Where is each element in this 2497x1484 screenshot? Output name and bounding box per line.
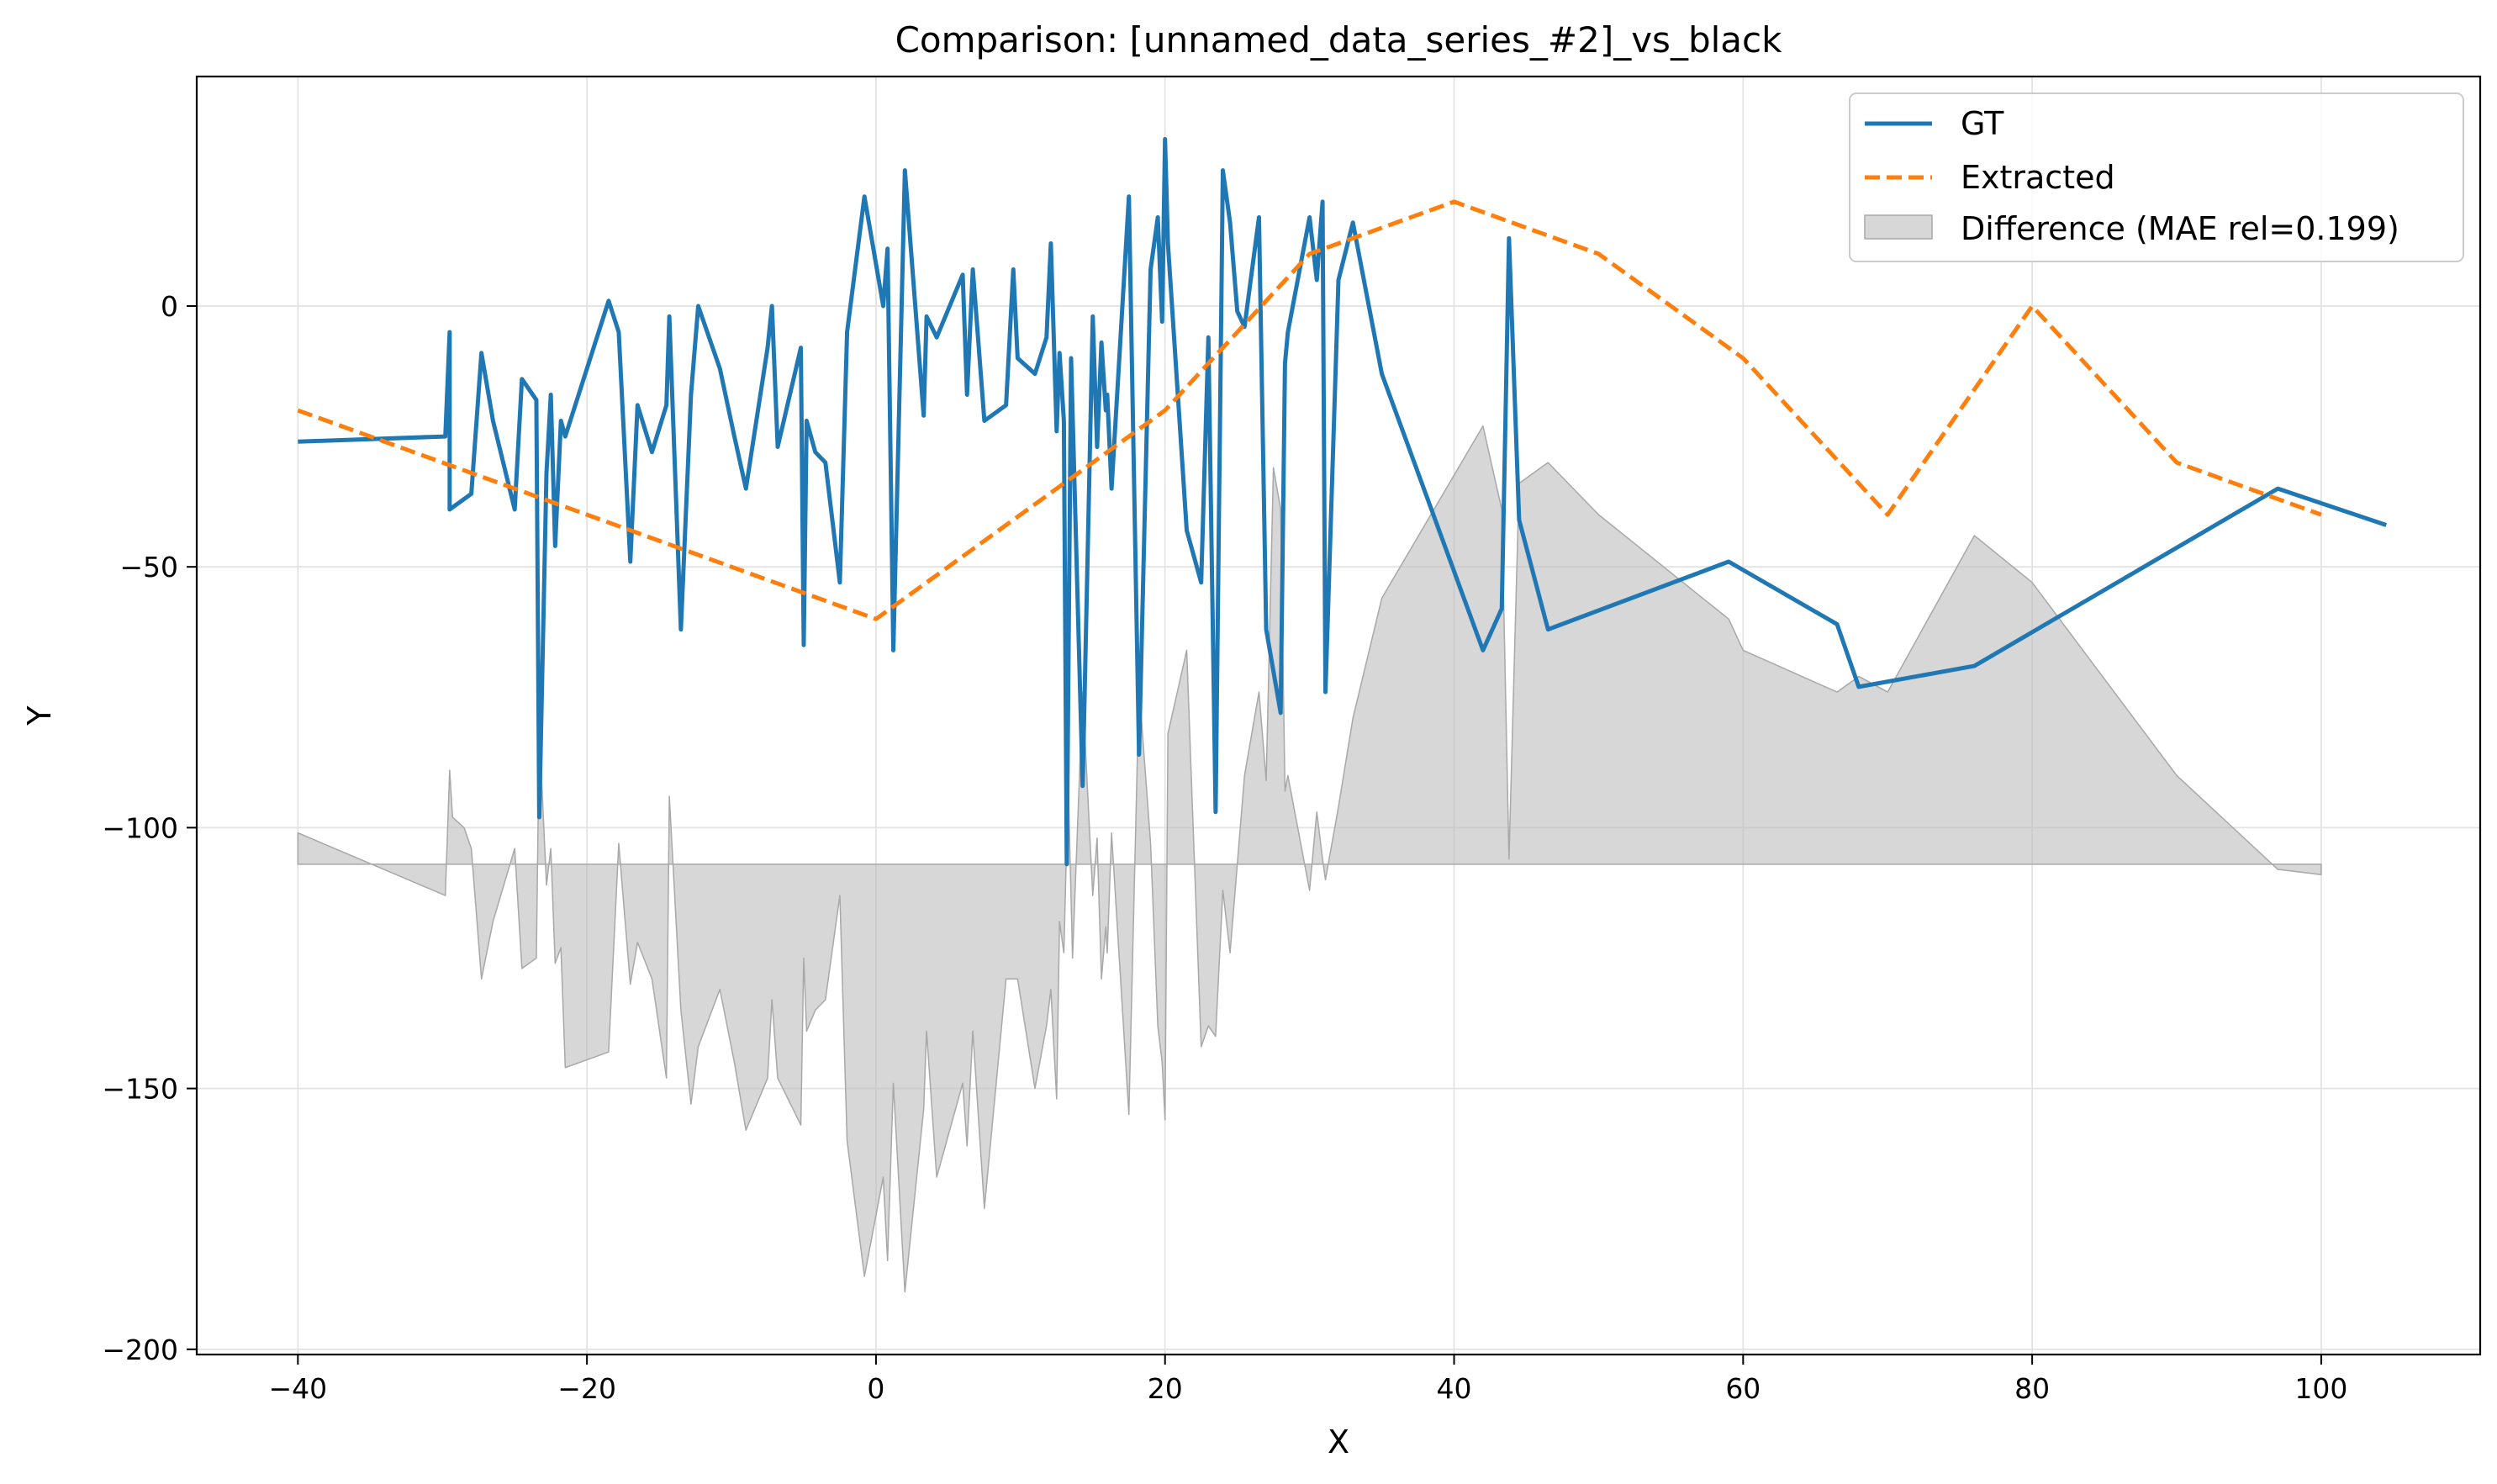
difference-fill	[297, 425, 2322, 1293]
x-tick-label: −40	[269, 1372, 328, 1405]
y-tick-label: −200	[102, 1333, 178, 1366]
legend-difference-swatch	[1864, 214, 1933, 240]
x-tick-label: 100	[2294, 1372, 2347, 1405]
x-tick-label: 60	[1725, 1372, 1761, 1405]
chart-title: Comparison: [unnamed_data_series_#2]_vs_…	[895, 19, 1783, 61]
x-tick-label: 80	[2014, 1372, 2050, 1405]
extracted-series-line	[297, 199, 2322, 621]
legend-extracted-label: Extracted	[1961, 159, 2115, 196]
x-axis-label: X	[1328, 1423, 1349, 1460]
x-tick-label: −20	[557, 1372, 616, 1405]
y-tick-label: −100	[102, 811, 178, 844]
y-tick-label: −150	[102, 1073, 178, 1106]
legend-gt-label: GT	[1961, 105, 2004, 142]
difference-area	[297, 425, 2322, 1293]
legend-box	[1849, 92, 2464, 262]
x-tick-label: 0	[867, 1372, 884, 1405]
x-tick-label: 20	[1148, 1372, 1183, 1405]
y-axis-label: Y	[21, 705, 58, 726]
x-tick-label: 40	[1437, 1372, 1472, 1405]
legend-difference-label: Difference (MAE rel=0.199)	[1961, 210, 2399, 247]
gt-series-line	[298, 136, 2388, 867]
legend: GT Extracted Difference (MAE rel=0.199)	[1849, 92, 2464, 262]
plot-frame	[195, 75, 2482, 1356]
series-lines	[297, 136, 2388, 867]
y-tick-label: 0	[161, 290, 178, 323]
y-tick-label: −50	[119, 551, 178, 584]
